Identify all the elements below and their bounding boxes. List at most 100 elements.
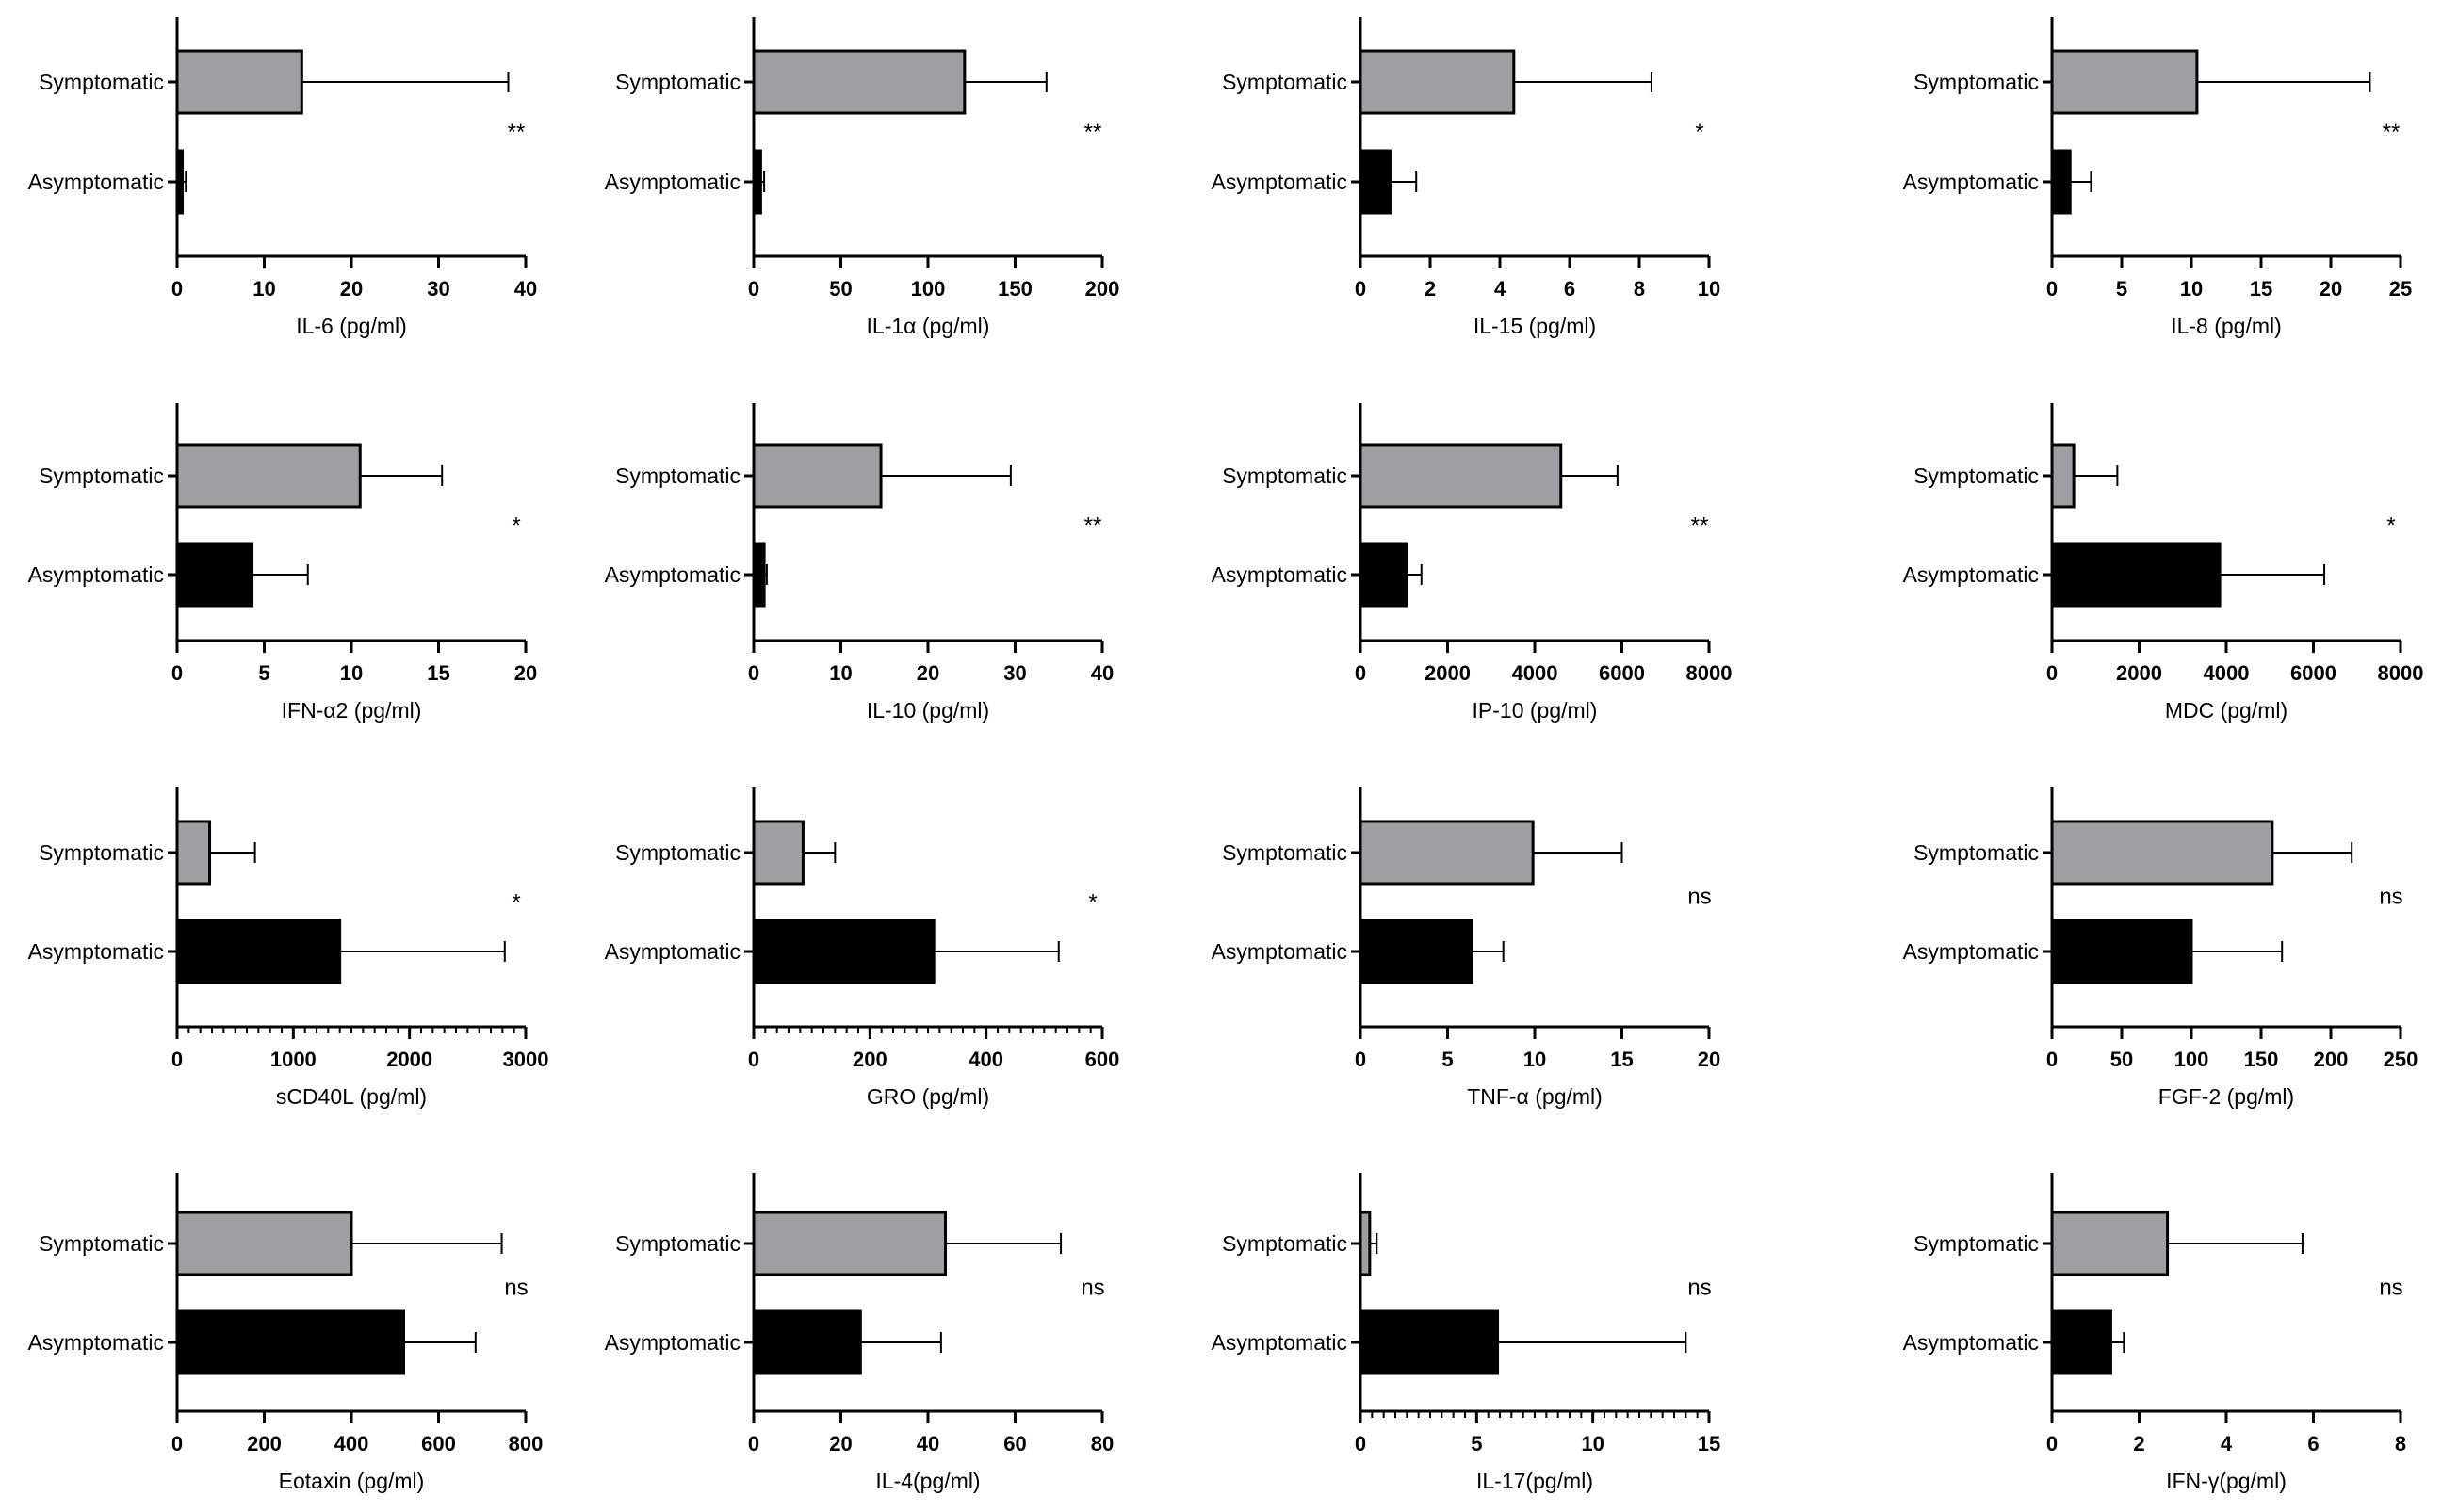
category-label-asymptomatic: Asymptomatic	[1903, 939, 2039, 964]
x-axis-title: sCD40L (pg/ml)	[276, 1084, 427, 1109]
x-tick-label: 200	[247, 1432, 282, 1455]
category-label-asymptomatic: Asymptomatic	[1212, 1330, 1347, 1355]
category-label-symptomatic: Symptomatic	[1913, 463, 2039, 488]
x-tick-label: 40	[1091, 661, 1114, 685]
x-axis-title: IL-8 (pg/ml)	[2171, 314, 2282, 338]
x-tick-label: 20	[917, 661, 939, 685]
x-tick-label: 5	[258, 661, 269, 685]
x-tick-label: 20	[2320, 277, 2342, 301]
x-tick-label: 400	[334, 1432, 369, 1455]
x-tick-label: 2000	[2116, 661, 2162, 685]
x-tick-label: 6000	[2290, 661, 2336, 685]
x-tick-label: 600	[1085, 1048, 1120, 1071]
bar-symptomatic	[175, 443, 362, 509]
x-tick-label: 4000	[1512, 661, 1558, 685]
x-tick-label: 10	[1581, 1432, 1604, 1455]
x-tick-label: 8000	[2378, 661, 2424, 685]
x-tick-label: 10	[2180, 277, 2203, 301]
panel-il-4-pg-ml: 0 20 40 60 80 Symptomatic Asymptomatic ns IL-4(p…	[605, 1173, 1114, 1493]
x-tick-label: 0	[1355, 277, 1366, 301]
category-label-asymptomatic: Asymptomatic	[605, 1330, 741, 1355]
category-label-asymptomatic: Asymptomatic	[605, 939, 741, 964]
x-tick-label: 600	[421, 1432, 456, 1455]
bar-asymptomatic	[175, 919, 342, 984]
x-tick-label: 15	[427, 661, 449, 685]
bar-asymptomatic	[1359, 542, 1408, 608]
category-label-asymptomatic: Asymptomatic	[28, 562, 164, 587]
category-label-symptomatic: Symptomatic	[1222, 463, 1347, 488]
category-label-asymptomatic: Asymptomatic	[1903, 1330, 2039, 1355]
category-label-asymptomatic: Asymptomatic	[1212, 170, 1347, 194]
x-tick-label: 1000	[270, 1048, 317, 1071]
x-tick-label: 10	[340, 661, 363, 685]
x-tick-label: 15	[2250, 277, 2272, 301]
x-tick-label: 0	[171, 1048, 183, 1071]
x-axis-title: IL-15 (pg/ml)	[1473, 314, 1596, 338]
category-label-symptomatic: Symptomatic	[1222, 1231, 1347, 1256]
category-label-asymptomatic: Asymptomatic	[28, 170, 164, 194]
x-tick-label: 0	[2046, 1048, 2058, 1071]
x-tick-label: 0	[1355, 1432, 1366, 1455]
bar-asymptomatic	[1359, 919, 1473, 984]
x-tick-label: 0	[748, 277, 759, 301]
panel-mdc-pg-ml: 0 2000 4000 6000 8000 Symptomatic Asymptomatic…	[1903, 403, 2424, 723]
bar-symptomatic	[175, 1211, 353, 1276]
x-axis-title: FGF-2 (pg/ml)	[2158, 1084, 2294, 1109]
x-tick-label: 0	[171, 1432, 183, 1455]
x-tick-label: 4	[1494, 277, 1506, 301]
panel-il-6-pg-ml: 0 10 20 30 40 Symptomatic Asymptomatic ** IL-6 (…	[28, 17, 537, 338]
x-tick-label: 0	[2046, 277, 2058, 301]
category-label-asymptomatic: Asymptomatic	[1212, 939, 1347, 964]
x-tick-label: 2000	[386, 1048, 432, 1071]
category-label-asymptomatic: Asymptomatic	[28, 1330, 164, 1355]
category-label-symptomatic: Symptomatic	[39, 1231, 164, 1256]
bar-asymptomatic	[175, 149, 185, 215]
x-axis-title: IL-1α (pg/ml)	[867, 314, 990, 338]
bar-asymptomatic	[2050, 919, 2193, 984]
x-tick-label: 150	[2244, 1048, 2279, 1071]
category-label-symptomatic: Symptomatic	[615, 463, 741, 488]
panel-il-1-pg-ml: 0 50 100 150 200 Symptomatic Asymptomatic ** IL-…	[605, 17, 1119, 338]
x-tick-label: 10	[1698, 277, 1720, 301]
x-axis-title: IL-6 (pg/ml)	[296, 314, 407, 338]
x-tick-label: 20	[1698, 1048, 1720, 1071]
x-axis-title: TNF-α (pg/ml)	[1467, 1084, 1603, 1109]
x-tick-label: 20	[514, 661, 537, 685]
panel-il-17-pg-ml: 0 5 10 15 Symptomatic Asymptomatic ns IL-17(pg/…	[1212, 1173, 1720, 1493]
category-label-asymptomatic: Asymptomatic	[1212, 562, 1347, 587]
x-tick-label: 0	[748, 661, 759, 685]
x-tick-label: 100	[2174, 1048, 2209, 1071]
x-tick-label: 40	[514, 277, 537, 301]
bar-symptomatic	[175, 49, 303, 115]
bar-symptomatic	[752, 1211, 947, 1276]
x-tick-label: 0	[2046, 661, 2058, 685]
x-tick-label: 10	[1523, 1048, 1546, 1071]
significance-label: ns	[1081, 1276, 1104, 1301]
x-tick-label: 60	[1003, 1432, 1026, 1455]
bar-asymptomatic	[2050, 149, 2072, 215]
panel-eotaxin-pg-ml: 0 200 400 600 800 Symptomatic Asymptomatic ns Eo…	[28, 1173, 543, 1493]
category-label-symptomatic: Symptomatic	[1913, 840, 2039, 865]
x-tick-label: 200	[853, 1048, 887, 1071]
bar-symptomatic	[752, 820, 805, 886]
x-tick-label: 150	[998, 277, 1033, 301]
x-tick-label: 20	[829, 1432, 852, 1455]
x-tick-label: 0	[748, 1048, 759, 1071]
x-tick-label: 30	[1003, 661, 1026, 685]
category-label-asymptomatic: Asymptomatic	[28, 939, 164, 964]
category-label-symptomatic: Symptomatic	[39, 463, 164, 488]
bar-symptomatic	[2050, 1211, 2170, 1276]
x-tick-label: 50	[2110, 1048, 2133, 1071]
significance-label: **	[2383, 120, 2401, 145]
x-tick-label: 5	[1441, 1048, 1453, 1071]
x-tick-label: 80	[1091, 1432, 1114, 1455]
significance-label: **	[508, 120, 526, 145]
category-label-symptomatic: Symptomatic	[1222, 840, 1347, 865]
bar-symptomatic	[2050, 443, 2076, 509]
x-tick-label: 8	[2395, 1432, 2406, 1455]
x-tick-label: 2	[2133, 1432, 2144, 1455]
bar-symptomatic	[2050, 820, 2274, 886]
significance-label: ns	[504, 1276, 528, 1301]
x-tick-label: 4	[2221, 1432, 2233, 1455]
